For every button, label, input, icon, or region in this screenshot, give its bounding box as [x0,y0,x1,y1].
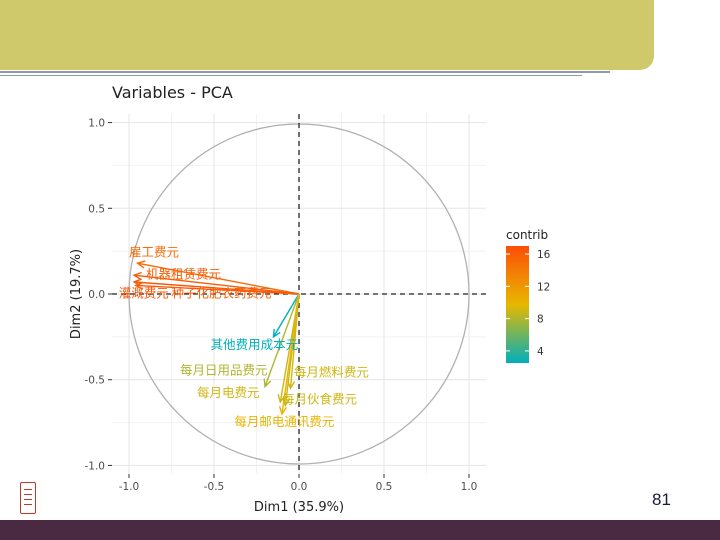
page-number: 81 [652,490,671,509]
y-tick-label: -0.5 [85,375,106,387]
legend-tick-label: 8 [537,314,544,326]
legend-tick-label: 16 [537,249,551,261]
x-tick-label: 1.0 [461,481,478,493]
legend-ticks: 16 12 8 4 [506,249,551,358]
variable-arrow [264,293,300,387]
x-tick-label: 0.0 [291,481,308,493]
pca-variables-chart: Variables - PCA -1.0 -0.5 0.0 0.5 1.0 1.0 0.5 0… [69,83,551,515]
variable-arrows [132,260,300,416]
variable-arrowhead [135,260,146,269]
y-tick-label: 0.5 [88,203,105,215]
variable-label: 每月日用品费元 [180,363,268,378]
x-tick-label: 0.5 [376,481,393,493]
variable-arrow [272,293,300,338]
variable-arrow [137,262,300,295]
variable-label: 雇工费元 [129,244,179,259]
variable-arrowhead [263,378,272,389]
legend-tick-label: 4 [537,346,544,358]
title-banner [0,0,654,70]
y-tick-label: 1.0 [88,118,105,130]
legend-title: contrib [506,228,548,242]
seal-stamp [20,482,36,514]
x-tick-label: -0.5 [204,481,225,493]
variable-arrowhead [272,328,281,339]
variable-label: 机器租赁费元 [146,267,221,282]
legend: contrib 16 12 8 4 [506,228,551,363]
variable-label: 每月伙食费元 [282,392,357,407]
variable-arrow [281,293,300,415]
chart-title: Variables - PCA [112,83,233,102]
axes: -1.0 -0.5 0.0 0.5 1.0 1.0 0.5 0.0 -0.5 -1.0 [85,118,478,493]
legend-colorbar [506,246,529,363]
x-tick-label: -1.0 [119,481,140,493]
variable-label: 其他费用成本元 [211,337,299,352]
variable-label: 每月燃料费元 [294,364,369,379]
variable-label: 每月电费元 [197,385,260,400]
variable-label: 种子化肥农药费元 [172,285,272,300]
y-tick-label: -1.0 [85,460,106,472]
variable-arrowhead [132,271,142,281]
divider-line-thin [0,75,582,76]
footer-bar [0,520,720,540]
variable-label: 灌溉费元 [119,285,169,300]
variable-label: 每月邮电通讯费元 [234,414,334,429]
legend-tick-label: 12 [537,281,550,293]
variable-arrowhead [134,281,144,290]
variable-arrowhead [278,406,288,416]
y-axis-label: Dim2 (19.7%) [69,249,84,339]
y-tick-label: 0.0 [88,289,105,301]
x-axis-label: Dim1 (35.9%) [254,500,344,515]
variable-arrow [135,284,300,295]
variable-arrow [134,274,300,295]
divider-line [0,71,610,73]
